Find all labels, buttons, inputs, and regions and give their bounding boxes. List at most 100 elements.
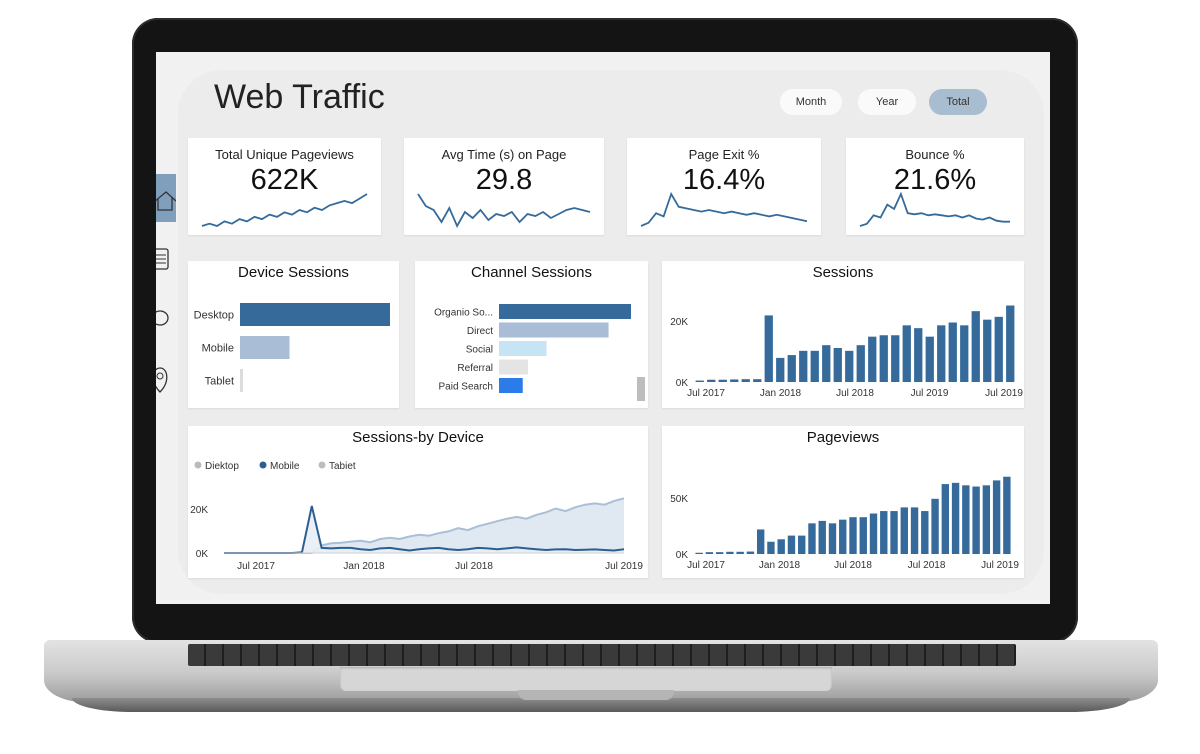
bar (736, 551, 744, 554)
sidebar-item-chat[interactable] (156, 304, 176, 334)
bar (937, 325, 946, 382)
bar-label: Social (466, 345, 493, 356)
sparkline-line (640, 191, 808, 227)
bar (499, 322, 609, 338)
bar (962, 485, 970, 554)
page-title: Web Traffic (214, 78, 385, 116)
legend-marker (194, 461, 202, 469)
x-tick-label: Jul 2018 (836, 388, 874, 399)
bar (799, 350, 808, 382)
bar (880, 511, 888, 554)
bar (240, 303, 390, 326)
x-tick-label: Jul 2018 (455, 561, 493, 572)
legend-marker (318, 461, 326, 469)
laptop-trackpad (340, 667, 832, 691)
bar-label: Tablet (205, 376, 234, 388)
bar (948, 322, 957, 382)
kpi-value: 16.4% (682, 164, 766, 196)
bar-label: Referral (457, 363, 493, 374)
bar (753, 379, 762, 382)
chat-icon (156, 310, 169, 326)
sidebar-item-report[interactable] (156, 244, 176, 274)
pageviews-card[interactable]: Pageviews 50K 0K Jul 2017 Jan 2018 Jul 2018 J… (662, 426, 1024, 578)
x-tick-label: Jul 2019 (605, 561, 643, 572)
bar-label: Organio So... (434, 308, 493, 319)
card-title: Device Sessions (238, 264, 349, 281)
kpi-label: Page Exit % (688, 147, 760, 162)
legend-marker (259, 461, 267, 469)
laptop-notch (518, 690, 674, 700)
filter-month-button[interactable]: Month (780, 89, 842, 115)
bar (960, 325, 969, 382)
kpi-card-avg-time[interactable]: Avg Time (s) on Page 29.8 (404, 138, 604, 235)
bar (941, 484, 950, 554)
bar (707, 379, 716, 382)
kpi-value: 622K (250, 164, 319, 196)
kpi-sparkline (640, 191, 808, 227)
bar (240, 336, 290, 359)
sparkline-line (859, 191, 1010, 227)
bar (798, 535, 806, 554)
filter-total-button[interactable]: Total (929, 89, 987, 115)
device-sessions-chart: Desktop Mobile Tablet (194, 303, 390, 392)
card-title: Channel Sessions (471, 264, 592, 281)
x-tick-label: Jan 2018 (759, 560, 801, 571)
bar (718, 379, 727, 382)
bar (822, 345, 831, 382)
channel-sessions-card[interactable]: Channel Sessions Organio So... Direct Soci… (415, 261, 648, 408)
bar (767, 541, 775, 554)
bar (1003, 476, 1011, 554)
bar (890, 511, 898, 554)
bar (818, 520, 826, 554)
kpi-card-exit[interactable]: Page Exit % 16.4% (627, 138, 821, 235)
card-title: Pageviews (806, 429, 880, 446)
kpi-label: Total Unique Pageviews (215, 147, 354, 162)
bar (845, 350, 854, 382)
bar (849, 517, 857, 554)
sidebar-item-location[interactable] (156, 364, 176, 394)
bar (499, 341, 547, 356)
bar (810, 350, 819, 382)
bar (695, 552, 703, 554)
bar (925, 336, 934, 382)
bar (499, 359, 529, 375)
bar (982, 485, 991, 554)
report-icon (156, 248, 169, 270)
sparkline-line (201, 193, 368, 227)
x-tick-label: Jul 2019 (985, 388, 1023, 399)
bar (746, 551, 755, 554)
sidebar-item-home[interactable] (156, 174, 177, 222)
bar (983, 319, 992, 382)
kpi-card-pageviews[interactable]: Total Unique Pageviews 622K (188, 138, 381, 235)
bar (900, 507, 908, 554)
y-tick-label: 20K (670, 317, 688, 328)
x-tick-label: Jul 2018 (834, 560, 872, 571)
bar-label: Paid Search (439, 382, 493, 393)
bar (787, 535, 796, 554)
bar (902, 325, 911, 382)
bar (756, 529, 765, 554)
filter-year-button[interactable]: Year (858, 89, 916, 115)
home-icon (156, 191, 177, 211)
bar (705, 552, 714, 554)
bar (971, 311, 980, 382)
bar (868, 336, 877, 382)
bar (776, 357, 785, 382)
device-sessions-card[interactable]: Device Sessions Desktop Mobile Tablet (188, 261, 399, 408)
bar (910, 507, 919, 554)
sessions-by-device-card[interactable]: Sessions-by Device Diektop Mobile Tabiet 20… (188, 426, 648, 578)
kpi-card-bounce[interactable]: Bounce % 21.6% (846, 138, 1024, 235)
kpi-label: Avg Time (s) on Page (441, 147, 567, 162)
kpi-sparkline (859, 191, 1010, 227)
scrollbar-thumb (637, 377, 645, 401)
y-tick-label: 50K (670, 494, 688, 505)
sessions-card[interactable]: Sessions 20K 0K Jul 2017 Jan 2018 Jul 2018 Ju… (662, 261, 1024, 408)
bar-label: Desktop (194, 310, 234, 322)
bar (777, 539, 785, 554)
sessions-by-device-chart: Diektop Mobile Tabiet 20K 0K Jul 2017 Jan 2018… (190, 461, 643, 572)
kpi-label: Bounce % (905, 147, 965, 162)
screen: Web Traffic Month Year Total Total Uniqu… (156, 52, 1050, 604)
bar (499, 378, 523, 393)
bar (869, 513, 878, 554)
